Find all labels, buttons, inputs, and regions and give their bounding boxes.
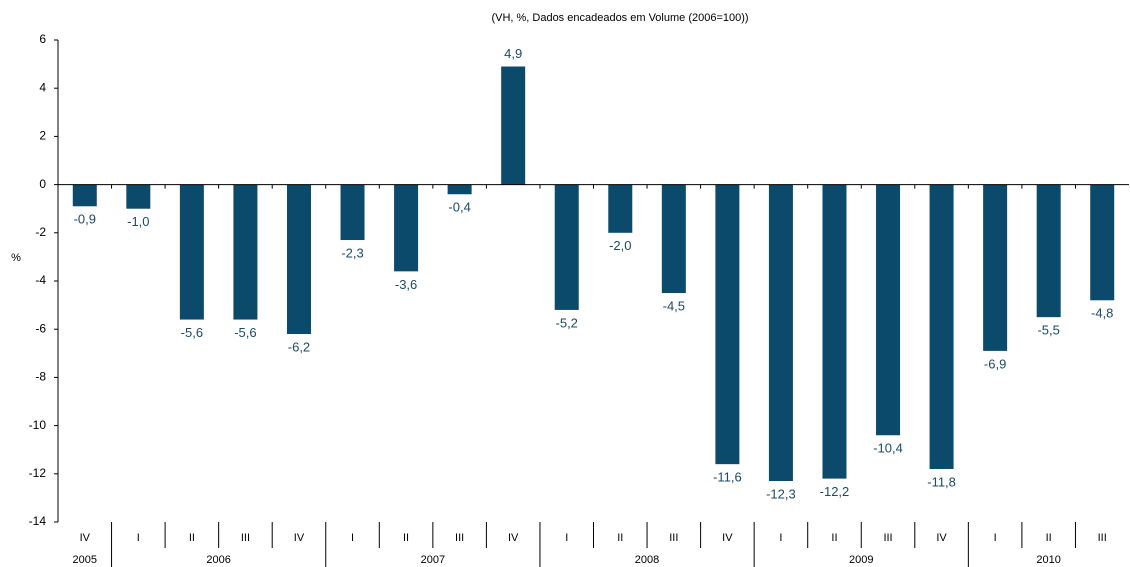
- data-label: -5,6: [181, 325, 203, 340]
- x-tick-label: IV: [80, 532, 91, 544]
- bar: [661, 184, 686, 294]
- bar: [286, 184, 311, 335]
- y-tick-label: 4: [39, 80, 46, 94]
- data-label: -6,9: [984, 356, 1006, 371]
- x-tick-label: III: [455, 532, 464, 544]
- x-tick-label: II: [1046, 532, 1052, 544]
- x-tick-label: II: [831, 532, 837, 544]
- bar: [394, 184, 419, 272]
- y-tick-label: -10: [29, 418, 47, 432]
- chart-title: (VH, %, Dados encadeados em Volume (2006…: [491, 12, 748, 24]
- x-tick-label: II: [403, 532, 409, 544]
- data-label: -6,2: [288, 339, 310, 354]
- x-tick-label: IV: [722, 532, 733, 544]
- bar: [72, 184, 97, 207]
- group-label: 2010: [1036, 554, 1060, 566]
- x-tick-label: I: [565, 532, 568, 544]
- bar: [501, 66, 526, 185]
- y-tick-label: -8: [35, 370, 46, 384]
- data-label: -11,6: [713, 470, 742, 485]
- data-label: -5,6: [234, 325, 256, 340]
- data-label: -12,2: [820, 484, 850, 499]
- group-label: 2006: [206, 554, 230, 566]
- bar: [554, 184, 579, 310]
- y-tick-label: -6: [35, 321, 46, 335]
- data-label: -12,3: [766, 486, 796, 501]
- y-tick-label: 6: [39, 32, 46, 46]
- bar: [179, 184, 204, 320]
- data-label: -11,8: [927, 474, 956, 489]
- data-label: -2,3: [341, 245, 363, 260]
- x-tick-label: III: [669, 532, 678, 544]
- data-label: -4,5: [663, 298, 685, 313]
- group-label: 2005: [73, 554, 97, 566]
- bar: [1090, 184, 1115, 301]
- bar: [1036, 184, 1061, 318]
- x-tick-label: IV: [508, 532, 519, 544]
- x-tick-label: III: [1098, 532, 1107, 544]
- data-label: -3,6: [395, 277, 417, 292]
- x-tick-label: I: [994, 532, 997, 544]
- bar: [608, 184, 633, 233]
- group-label: 2008: [635, 554, 659, 566]
- bar: [822, 184, 847, 479]
- bar: [447, 184, 472, 195]
- data-label: -4,8: [1091, 306, 1113, 321]
- y-tick-label: -4: [35, 273, 46, 287]
- bar: [233, 184, 258, 320]
- data-label: -10,4: [873, 441, 903, 456]
- y-axis-label: %: [11, 252, 21, 264]
- y-tick-label: 0: [39, 177, 46, 191]
- data-label: -0,9: [74, 212, 96, 227]
- data-label: 4,9: [504, 46, 522, 61]
- x-tick-label: III: [883, 532, 892, 544]
- group-label: 2007: [421, 554, 445, 566]
- data-label: -0,4: [448, 200, 470, 215]
- y-tick-label: -2: [35, 225, 46, 239]
- x-tick-label: III: [241, 532, 250, 544]
- bar: [983, 184, 1008, 351]
- bar: [929, 184, 954, 469]
- data-label: -2,0: [609, 238, 631, 253]
- bar: [715, 184, 740, 465]
- x-tick-label: IV: [294, 532, 305, 544]
- y-tick-label: -12: [29, 466, 47, 480]
- group-label: 2009: [849, 554, 873, 566]
- x-tick-label: I: [351, 532, 354, 544]
- data-label: -5,5: [1037, 323, 1059, 338]
- x-tick-label: IV: [936, 532, 947, 544]
- data-label: -1,0: [127, 214, 149, 229]
- bar: [876, 184, 901, 436]
- bar: [768, 184, 793, 482]
- x-tick-label: I: [779, 532, 782, 544]
- bar: [340, 184, 365, 241]
- x-tick-label: II: [189, 532, 195, 544]
- y-tick-label: -14: [29, 514, 47, 528]
- x-tick-label: II: [617, 532, 623, 544]
- bar: [126, 184, 151, 209]
- x-tick-label: I: [137, 532, 140, 544]
- y-tick-label: 2: [39, 129, 46, 143]
- data-label: -5,2: [556, 315, 578, 330]
